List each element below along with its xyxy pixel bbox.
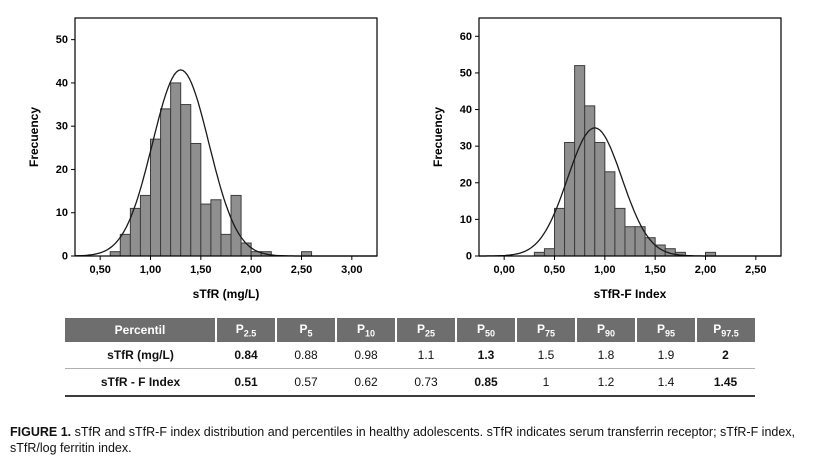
row-label: sTfR - F Index	[65, 368, 216, 398]
histogram-bar	[543, 248, 555, 257]
table-cell: 1	[516, 368, 576, 398]
caption-label: FIGURE 1.	[10, 424, 72, 439]
x-tick-label: 1,00	[140, 264, 161, 276]
table-cell: 0.98	[336, 342, 396, 370]
table-head: Percentil P2.5 P5 P10 P25 P50 P75 P90 P95 P97.5	[65, 318, 755, 343]
table-row: sTfR (mg/L) 0.84 0.88 0.98 1.1 1.3 1.5 1.8 1.9 2	[65, 342, 755, 370]
x-tick-label: 0,50	[89, 264, 110, 276]
table-header-p5: P5	[275, 318, 336, 343]
histogram-bar	[170, 82, 182, 257]
charts-row: 0,50 1,00 1,50 2,00 2,50 3,00 0 10 20 30 40 50 sTfR …	[27, 17, 782, 301]
caption-text: sTfR and sTfR-F index distribution and p…	[10, 424, 796, 456]
y-axis-label: Frecuency	[27, 107, 41, 167]
table-cell: 0.51	[216, 368, 276, 398]
histogram-bar	[564, 141, 576, 257]
histogram-bar	[624, 226, 636, 257]
histogram-bar	[150, 138, 162, 257]
histogram-bar	[210, 199, 222, 257]
plot-border	[478, 17, 782, 257]
y-tick-label: 40	[460, 104, 472, 116]
table-cell: 0.62	[336, 368, 396, 398]
table-cell: 0.84	[216, 342, 276, 370]
x-tick-label: 2,50	[291, 264, 312, 276]
y-tick-label: 0	[62, 251, 68, 263]
histogram-bar	[180, 104, 192, 257]
table-cell: 0.85	[456, 368, 516, 398]
x-tick-label: 2,50	[745, 264, 766, 276]
table-cell: 1.3	[456, 342, 516, 370]
figure-caption: FIGURE 1. sTfR and sTfR-F index distribu…	[0, 410, 820, 457]
y-tick-label: 20	[56, 164, 68, 176]
histogram-bar	[139, 194, 151, 257]
table-header-p25: P25	[395, 318, 456, 343]
y-axis-label: Frecuency	[431, 107, 445, 167]
histogram-bar	[604, 171, 616, 257]
table-cell: 1.1	[396, 342, 456, 370]
x-tick-label: 1,00	[594, 264, 615, 276]
histogram-bar	[220, 233, 232, 257]
y-tick-label: 30	[56, 121, 68, 133]
y-tick-label: 0	[466, 251, 472, 263]
histogram-bar	[594, 141, 606, 257]
table-header-p90: P90	[575, 318, 636, 343]
table-cell: 1.45	[696, 368, 755, 398]
table-cell: 1.4	[636, 368, 696, 398]
row-label: sTfR (mg/L)	[65, 342, 216, 370]
histogram-bar	[574, 65, 586, 257]
y-tick-label: 60	[460, 31, 472, 43]
plot-border	[74, 17, 378, 257]
x-tick-label: 2,00	[695, 264, 716, 276]
table-header-p97.5: P97.5	[695, 318, 755, 343]
table-row: sTfR - F Index 0.51 0.57 0.62 0.73 0.85 1 1.2 1.…	[65, 368, 755, 398]
histogram-bar	[109, 251, 121, 257]
table-cell: 1.8	[576, 342, 636, 370]
histogram-bar	[230, 194, 242, 257]
y-tick-label: 50	[56, 34, 68, 46]
stfr-f-index-histogram: 0,00 0,50 1,00 1,50 2,00 2,50 0 10 20 30 40 50 60 sTf…	[431, 17, 782, 301]
y-tick-label: 10	[56, 207, 68, 219]
y-tick-label: 50	[460, 67, 472, 79]
histogram-bar	[119, 233, 131, 257]
histogram-bar	[240, 242, 252, 257]
table-header-p75: P75	[515, 318, 576, 343]
table-header-percentil: Percentil	[65, 318, 216, 343]
y-tick-label: 10	[460, 214, 472, 226]
histogram-bar	[200, 203, 212, 257]
stfr-histogram: 0,50 1,00 1,50 2,00 2,50 3,00 0 10 20 30 40 50 sTfR …	[27, 17, 378, 301]
table-cell: 0.73	[396, 368, 456, 398]
table-cell: 0.57	[276, 368, 336, 398]
y-tick-label: 30	[460, 141, 472, 153]
percentile-table: Percentil P2.5 P5 P10 P25 P50 P75 P90 P95 P97.5 s…	[65, 318, 755, 398]
y-tick-label: 20	[460, 177, 472, 189]
table-cell: 2	[696, 342, 755, 370]
normal-curve	[75, 69, 377, 257]
x-tick-label: 0,00	[493, 264, 514, 276]
table-cell: 1.5	[516, 342, 576, 370]
table-cell: 0.88	[276, 342, 336, 370]
x-axis-label: sTfR (mg/L)	[193, 287, 260, 301]
histogram-bar	[160, 108, 172, 257]
x-axis-label: sTfR-F Index	[594, 287, 667, 301]
table-header-row: Percentil P2.5 P5 P10 P25 P50 P75 P90 P95 P97.5	[65, 318, 755, 343]
table-cell: 1.2	[576, 368, 636, 398]
table-cell: 1.9	[636, 342, 696, 370]
x-tick-label: 2,00	[240, 264, 261, 276]
table-header-p2.5: P2.5	[215, 318, 276, 343]
histogram-bar	[554, 207, 566, 257]
table-body: sTfR (mg/L) 0.84 0.88 0.98 1.1 1.3 1.5 1.8 1.9 2 s…	[65, 342, 755, 398]
y-tick-label: 40	[56, 77, 68, 89]
table-header-p10: P10	[335, 318, 396, 343]
histogram-bar	[190, 142, 202, 257]
table-header-p95: P95	[635, 318, 696, 343]
x-tick-label: 0,50	[544, 264, 565, 276]
histogram-bar	[614, 207, 626, 257]
x-tick-label: 1,50	[190, 264, 211, 276]
x-tick-label: 3,00	[341, 264, 362, 276]
x-tick-label: 1,50	[644, 264, 665, 276]
table-header-p50: P50	[455, 318, 516, 343]
